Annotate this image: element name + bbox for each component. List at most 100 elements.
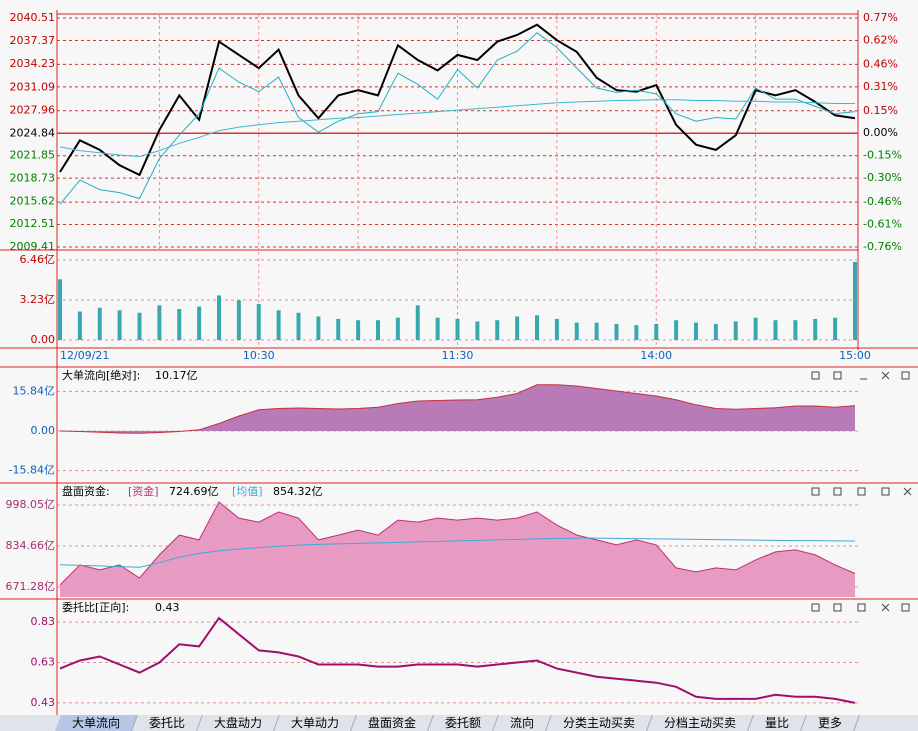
tab[interactable]: 盘面资金: [351, 715, 434, 731]
volume-bar: [713, 323, 718, 340]
x-tick-label: 10:30: [243, 349, 275, 362]
price-line: [59, 32, 856, 205]
price-line: [59, 23, 856, 177]
volume-bar: [316, 316, 321, 340]
y-tick-label: 3.23亿: [20, 293, 56, 306]
price-line: [59, 99, 855, 158]
y-tick-label: 2012.51: [10, 217, 56, 230]
avg-line: [59, 537, 856, 568]
y2-tick-label: 0.15%: [863, 104, 898, 117]
y-tick-label: 0.00: [31, 424, 56, 437]
y2-tick-label: 0.77%: [863, 11, 898, 24]
chart-area: -0.76% -0.61% -0.46% -0.30% -0.15% 0.00% 0.15%…: [0, 10, 918, 715]
tab-label[interactable]: 盘面资金: [368, 716, 417, 730]
area-outline: [59, 501, 856, 586]
tab-label[interactable]: 流向: [510, 716, 535, 730]
series-readout: 724.69亿: [169, 485, 219, 498]
volume-bar: [435, 317, 440, 340]
icon-group[interactable]: [811, 487, 912, 496]
panel-title: 盘面资金:: [62, 484, 110, 498]
volume-bar: [296, 312, 301, 340]
tab[interactable]: 量比: [748, 715, 808, 731]
y-tick-label: 2034.23: [10, 57, 56, 70]
y-tick-label: 0.63: [31, 656, 56, 669]
y2-tick-label: -0.76%: [863, 240, 902, 253]
y-tick-label: 834.66亿: [6, 539, 56, 552]
y-tick-label: 0.83: [31, 615, 56, 628]
y-tick-label: 2015.62: [10, 194, 56, 207]
volume-bar: [97, 307, 102, 340]
volume-bar: [634, 325, 639, 340]
tab[interactable]: 大盘动力: [197, 715, 280, 731]
icon-group[interactable]: [811, 603, 910, 612]
volume-bar: [395, 317, 400, 340]
tab-label[interactable]: 量比: [765, 716, 790, 730]
x-tick-label: 14:00: [640, 349, 672, 362]
tab[interactable]: 分档主动买卖: [647, 715, 755, 731]
volume-bar: [256, 304, 261, 340]
y2-tick-label: -0.15%: [863, 149, 902, 162]
volume-bar: [276, 310, 281, 340]
y-tick-label: 0.43: [31, 696, 56, 709]
series-readout: 854.32亿: [273, 485, 323, 498]
volume-bar: [515, 316, 520, 340]
tab-label[interactable]: 大单动力: [291, 716, 340, 730]
tab[interactable]: 大单流向: [55, 715, 138, 731]
price-line: [59, 616, 856, 704]
volume-bar: [833, 317, 838, 340]
volume-bar: [236, 300, 241, 340]
panel-title: 委托比[正向]:: [62, 600, 129, 614]
y-tick-label: 2031.09: [10, 80, 56, 93]
y-tick-label: -15.84亿: [9, 464, 55, 477]
volume-bar: [356, 320, 361, 340]
icon-group[interactable]: [811, 371, 910, 380]
area: [60, 384, 855, 434]
volume-bar: [773, 320, 778, 340]
volume-bar: [793, 320, 798, 340]
volume-bar: [58, 279, 62, 340]
tab-label[interactable]: 更多: [818, 716, 843, 730]
volume-bar: [336, 318, 341, 340]
volume-bar: [415, 305, 420, 340]
y-tick-label: 2018.73: [10, 171, 56, 184]
tab-label[interactable]: 大盘动力: [214, 716, 263, 730]
volume-bar: [813, 318, 818, 340]
y2-tick-label: -0.30%: [863, 171, 902, 184]
y2-tick-label: 0.31%: [863, 80, 898, 93]
volume-bar: [733, 321, 738, 340]
tab[interactable]: 分类主动买卖: [546, 715, 654, 731]
panel-readout: 0.43: [155, 601, 180, 614]
volume-bar: [694, 322, 698, 340]
tab[interactable]: 流向: [493, 715, 553, 731]
y2-tick-label: 0.46%: [863, 57, 898, 70]
volume-bar: [574, 322, 579, 340]
panel-title: 大单流向[绝对]:: [62, 368, 140, 382]
y-tick-label: 2009.41: [10, 240, 56, 253]
tab[interactable]: 委托额: [428, 715, 500, 731]
volume-bar: [614, 323, 619, 340]
y2-tick-label: -0.61%: [863, 218, 902, 231]
area-outline: [59, 384, 856, 434]
tab[interactable]: 更多: [801, 715, 861, 731]
y2-tick-label: 0.00%: [863, 126, 898, 139]
volume-bar: [117, 310, 122, 340]
y-tick-label: 15.84亿: [13, 384, 56, 397]
tab-label[interactable]: 大单流向: [72, 716, 121, 730]
tab[interactable]: 委托比: [132, 715, 203, 731]
panel-icons[interactable]: [811, 371, 912, 612]
volume-bar: [217, 295, 221, 340]
tab-label[interactable]: 分类主动买卖: [563, 716, 636, 730]
tab-label[interactable]: 委托比: [149, 716, 186, 730]
series-name: [资金]: [128, 484, 159, 498]
tab-label[interactable]: 委托额: [445, 716, 482, 730]
y-tick-label: 2027.96: [10, 103, 56, 116]
volume-bar: [475, 321, 480, 340]
volume-bar: [455, 318, 460, 340]
tab[interactable]: 大单动力: [274, 715, 357, 731]
y-tick-label: 2037.37: [10, 34, 56, 47]
tab-label[interactable]: 分档主动买卖: [664, 716, 737, 730]
area: [60, 502, 855, 597]
volume-bar: [535, 315, 539, 340]
